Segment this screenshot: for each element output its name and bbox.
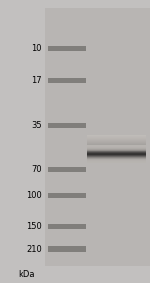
- Bar: [87, 153, 146, 154]
- Bar: [87, 141, 146, 142]
- Bar: [48, 78, 86, 83]
- Bar: [87, 156, 146, 157]
- Bar: [87, 138, 146, 139]
- Bar: [87, 163, 146, 164]
- Bar: [87, 144, 146, 145]
- Bar: [87, 162, 146, 163]
- Bar: [87, 145, 146, 146]
- Bar: [87, 136, 146, 137]
- Bar: [87, 144, 146, 145]
- Bar: [87, 159, 146, 160]
- Bar: [87, 147, 146, 148]
- Bar: [87, 152, 146, 153]
- Text: 17: 17: [31, 76, 42, 85]
- Bar: [87, 155, 146, 156]
- Bar: [87, 149, 146, 150]
- Text: 10: 10: [32, 44, 42, 53]
- Bar: [87, 157, 146, 158]
- Bar: [87, 156, 146, 157]
- Bar: [48, 167, 86, 172]
- Bar: [87, 146, 146, 147]
- Text: 150: 150: [26, 222, 42, 231]
- Bar: [87, 139, 146, 140]
- Bar: [87, 146, 146, 147]
- Bar: [87, 136, 146, 137]
- Bar: [87, 161, 146, 162]
- Bar: [87, 149, 146, 150]
- Bar: [87, 140, 146, 141]
- Text: kDa: kDa: [18, 270, 34, 279]
- Text: 35: 35: [31, 121, 42, 130]
- Bar: [87, 160, 146, 161]
- Bar: [87, 135, 146, 136]
- Bar: [87, 137, 146, 138]
- Bar: [48, 193, 86, 198]
- Bar: [87, 142, 146, 143]
- Bar: [87, 151, 146, 152]
- Bar: [87, 154, 146, 155]
- Bar: [48, 46, 86, 51]
- Bar: [87, 158, 146, 159]
- Text: 210: 210: [26, 245, 42, 254]
- Text: 70: 70: [31, 165, 42, 174]
- Bar: [87, 160, 146, 161]
- Bar: [87, 142, 146, 143]
- Bar: [87, 148, 146, 149]
- Bar: [87, 157, 146, 158]
- Bar: [87, 138, 146, 139]
- Bar: [87, 143, 146, 144]
- Bar: [87, 140, 146, 141]
- Bar: [48, 246, 86, 252]
- Bar: [87, 161, 146, 162]
- Bar: [87, 153, 146, 154]
- Bar: [48, 224, 86, 229]
- Bar: [45, 8, 150, 266]
- Bar: [48, 123, 86, 128]
- Text: 100: 100: [26, 191, 42, 200]
- Bar: [87, 145, 146, 146]
- Bar: [87, 150, 146, 151]
